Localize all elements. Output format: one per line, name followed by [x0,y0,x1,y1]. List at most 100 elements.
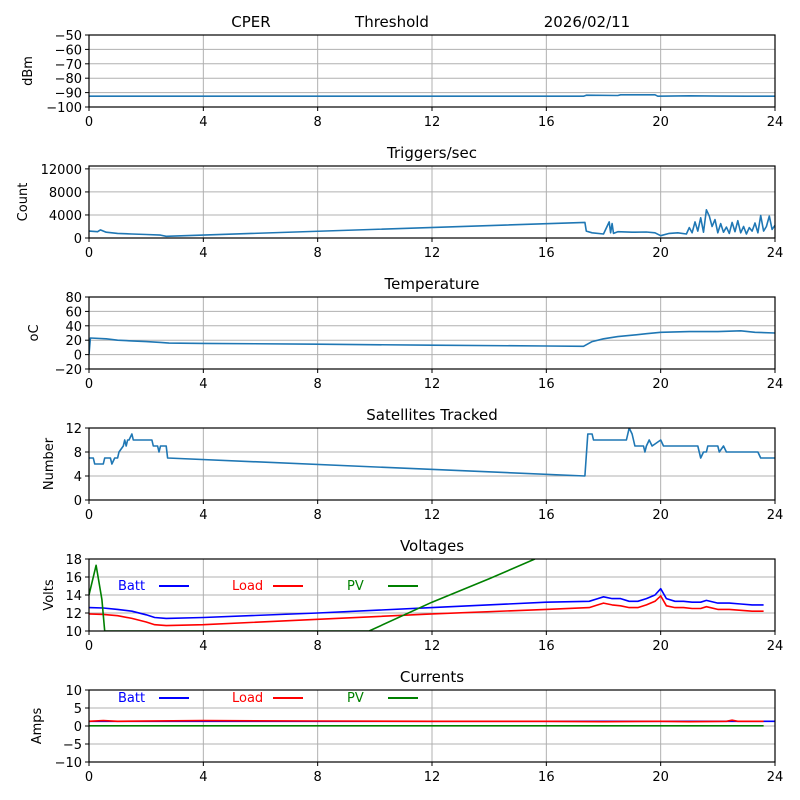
y-tick-label: 8 [74,446,82,461]
panel-title: Voltages [400,537,464,555]
x-tick-label: 0 [85,770,93,785]
series-line-batt [89,587,764,620]
y-tick-label: 12 [65,422,82,437]
series-line-load [89,595,764,627]
legend-label-batt: Batt [118,579,145,594]
y-axis-label: Volts [42,579,57,611]
x-tick-label: 8 [314,508,322,523]
x-tick-label: 8 [314,639,322,654]
x-tick-label: 12 [424,246,441,261]
legend-label-load: Load [232,691,263,706]
y-tick-label: 10 [65,625,82,640]
y-tick-label: −50 [55,29,82,44]
y-tick-label: −80 [55,72,82,87]
series-line-pv [89,559,536,631]
panel-title: Satellites Tracked [366,406,497,424]
x-tick-label: 20 [652,115,669,130]
y-tick-label: 80 [65,291,82,306]
legend-label-batt: Batt [118,691,145,706]
y-tick-label: 12000 [41,163,82,178]
legend-label-load: Load [232,579,263,594]
x-tick-label: 24 [767,508,784,523]
x-tick-label: 8 [314,770,322,785]
x-tick-label: 20 [652,508,669,523]
y-tick-label: −90 [55,87,82,102]
x-tick-label: 0 [85,246,93,261]
x-tick-label: 12 [424,508,441,523]
y-tick-label: 10 [65,684,82,699]
x-tick-label: 12 [424,770,441,785]
panel-title: Temperature [383,275,479,293]
x-tick-label: 20 [652,639,669,654]
x-tick-label: 4 [199,508,207,523]
y-tick-label: 0 [74,349,82,364]
series-line-load [89,719,764,723]
x-tick-label: 8 [314,246,322,261]
x-tick-label: 4 [199,246,207,261]
x-tick-label: 24 [767,639,784,654]
x-tick-label: 16 [538,770,555,785]
y-tick-label: 60 [65,305,82,320]
y-tick-label: 40 [65,320,82,335]
x-tick-label: 12 [424,115,441,130]
y-tick-label: 4000 [49,209,82,224]
x-tick-label: 16 [538,508,555,523]
series-line-satellites [89,428,775,477]
panel-0: 0 4 8 12 16 20 24 −100−90−80−70−60−50 dBm [21,29,783,130]
x-tick-label: 4 [199,639,207,654]
y-axis-label: Amps [30,707,45,744]
y-tick-label: −70 [55,58,82,73]
legend-label-pv: PV [347,691,364,706]
x-tick-label: 12 [424,639,441,654]
x-tick-label: 16 [538,639,555,654]
y-axis-label: dBm [21,56,36,86]
x-tick-label: 24 [767,377,784,392]
x-tick-label: 0 [85,115,93,130]
x-tick-label: 0 [85,508,93,523]
x-tick-label: 20 [652,246,669,261]
panel-title: Triggers/sec [386,144,477,162]
legend-label-pv: PV [347,579,364,594]
x-tick-label: 8 [314,377,322,392]
y-tick-label: 18 [65,553,82,568]
x-tick-label: 24 [767,246,784,261]
x-tick-label: 16 [538,377,555,392]
x-tick-label: 0 [85,639,93,654]
y-tick-label: 20 [65,334,82,349]
x-tick-label: 8 [314,115,322,130]
y-tick-label: −60 [55,43,82,58]
x-tick-label: 16 [538,115,555,130]
x-tick-label: 0 [85,377,93,392]
y-tick-label: 5 [74,702,82,717]
x-tick-label: 16 [538,246,555,261]
panel-1: 0 4 8 12 16 20 24 0 4000 8000 12000 Triggers/sec Cou… [16,144,783,261]
panel-title: Currents [400,668,464,686]
y-tick-label: 0 [74,494,82,509]
panel-5: 0 4 8 12 16 20 24 −10 −5 0 5 10 Currents Amps Batt Load… [30,668,783,785]
x-tick-label: 4 [199,377,207,392]
y-tick-label: −5 [63,738,82,753]
x-tick-label: 24 [767,770,784,785]
series-line-triggers [89,209,775,238]
y-tick-label: −100 [46,101,82,116]
series-line-temperature [89,329,775,355]
y-tick-label: 0 [74,720,82,735]
header-mode: Threshold [354,13,429,31]
x-tick-label: 20 [652,377,669,392]
header-date: 2026/02/11 [544,13,630,31]
y-axis-label: oC [27,324,42,341]
x-tick-label: 12 [424,377,441,392]
y-tick-label: 14 [65,589,82,604]
panel-3: 0 4 8 12 16 20 24 0 4 8 12 Satellites Tracked Number [42,406,783,523]
y-tick-label: 0 [74,232,82,247]
panel-4: 0 4 8 12 16 20 24 10 12 14 16 18 Voltages Volts Batt Lo… [42,537,783,654]
y-tick-label: 12 [65,607,82,622]
x-tick-label: 4 [199,770,207,785]
y-tick-label: −10 [55,756,82,771]
y-tick-label: 16 [65,571,82,586]
y-tick-label: 8000 [49,186,82,201]
x-tick-label: 20 [652,770,669,785]
header-station: CPER [231,13,270,31]
